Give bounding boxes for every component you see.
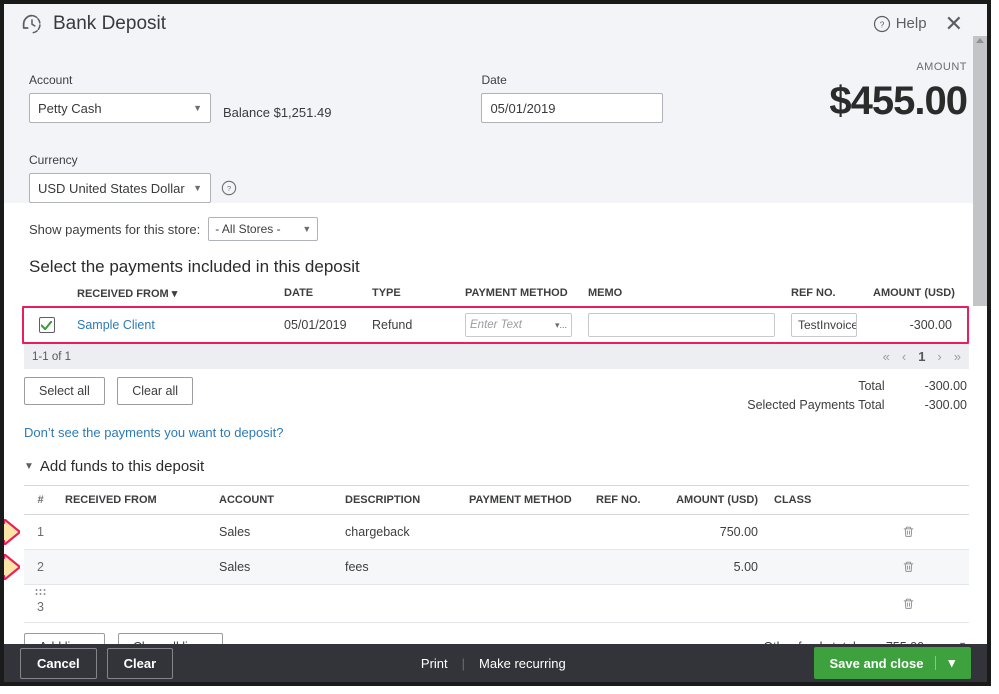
svg-text:?: ? [879, 20, 884, 29]
svg-text:?: ? [227, 184, 231, 193]
